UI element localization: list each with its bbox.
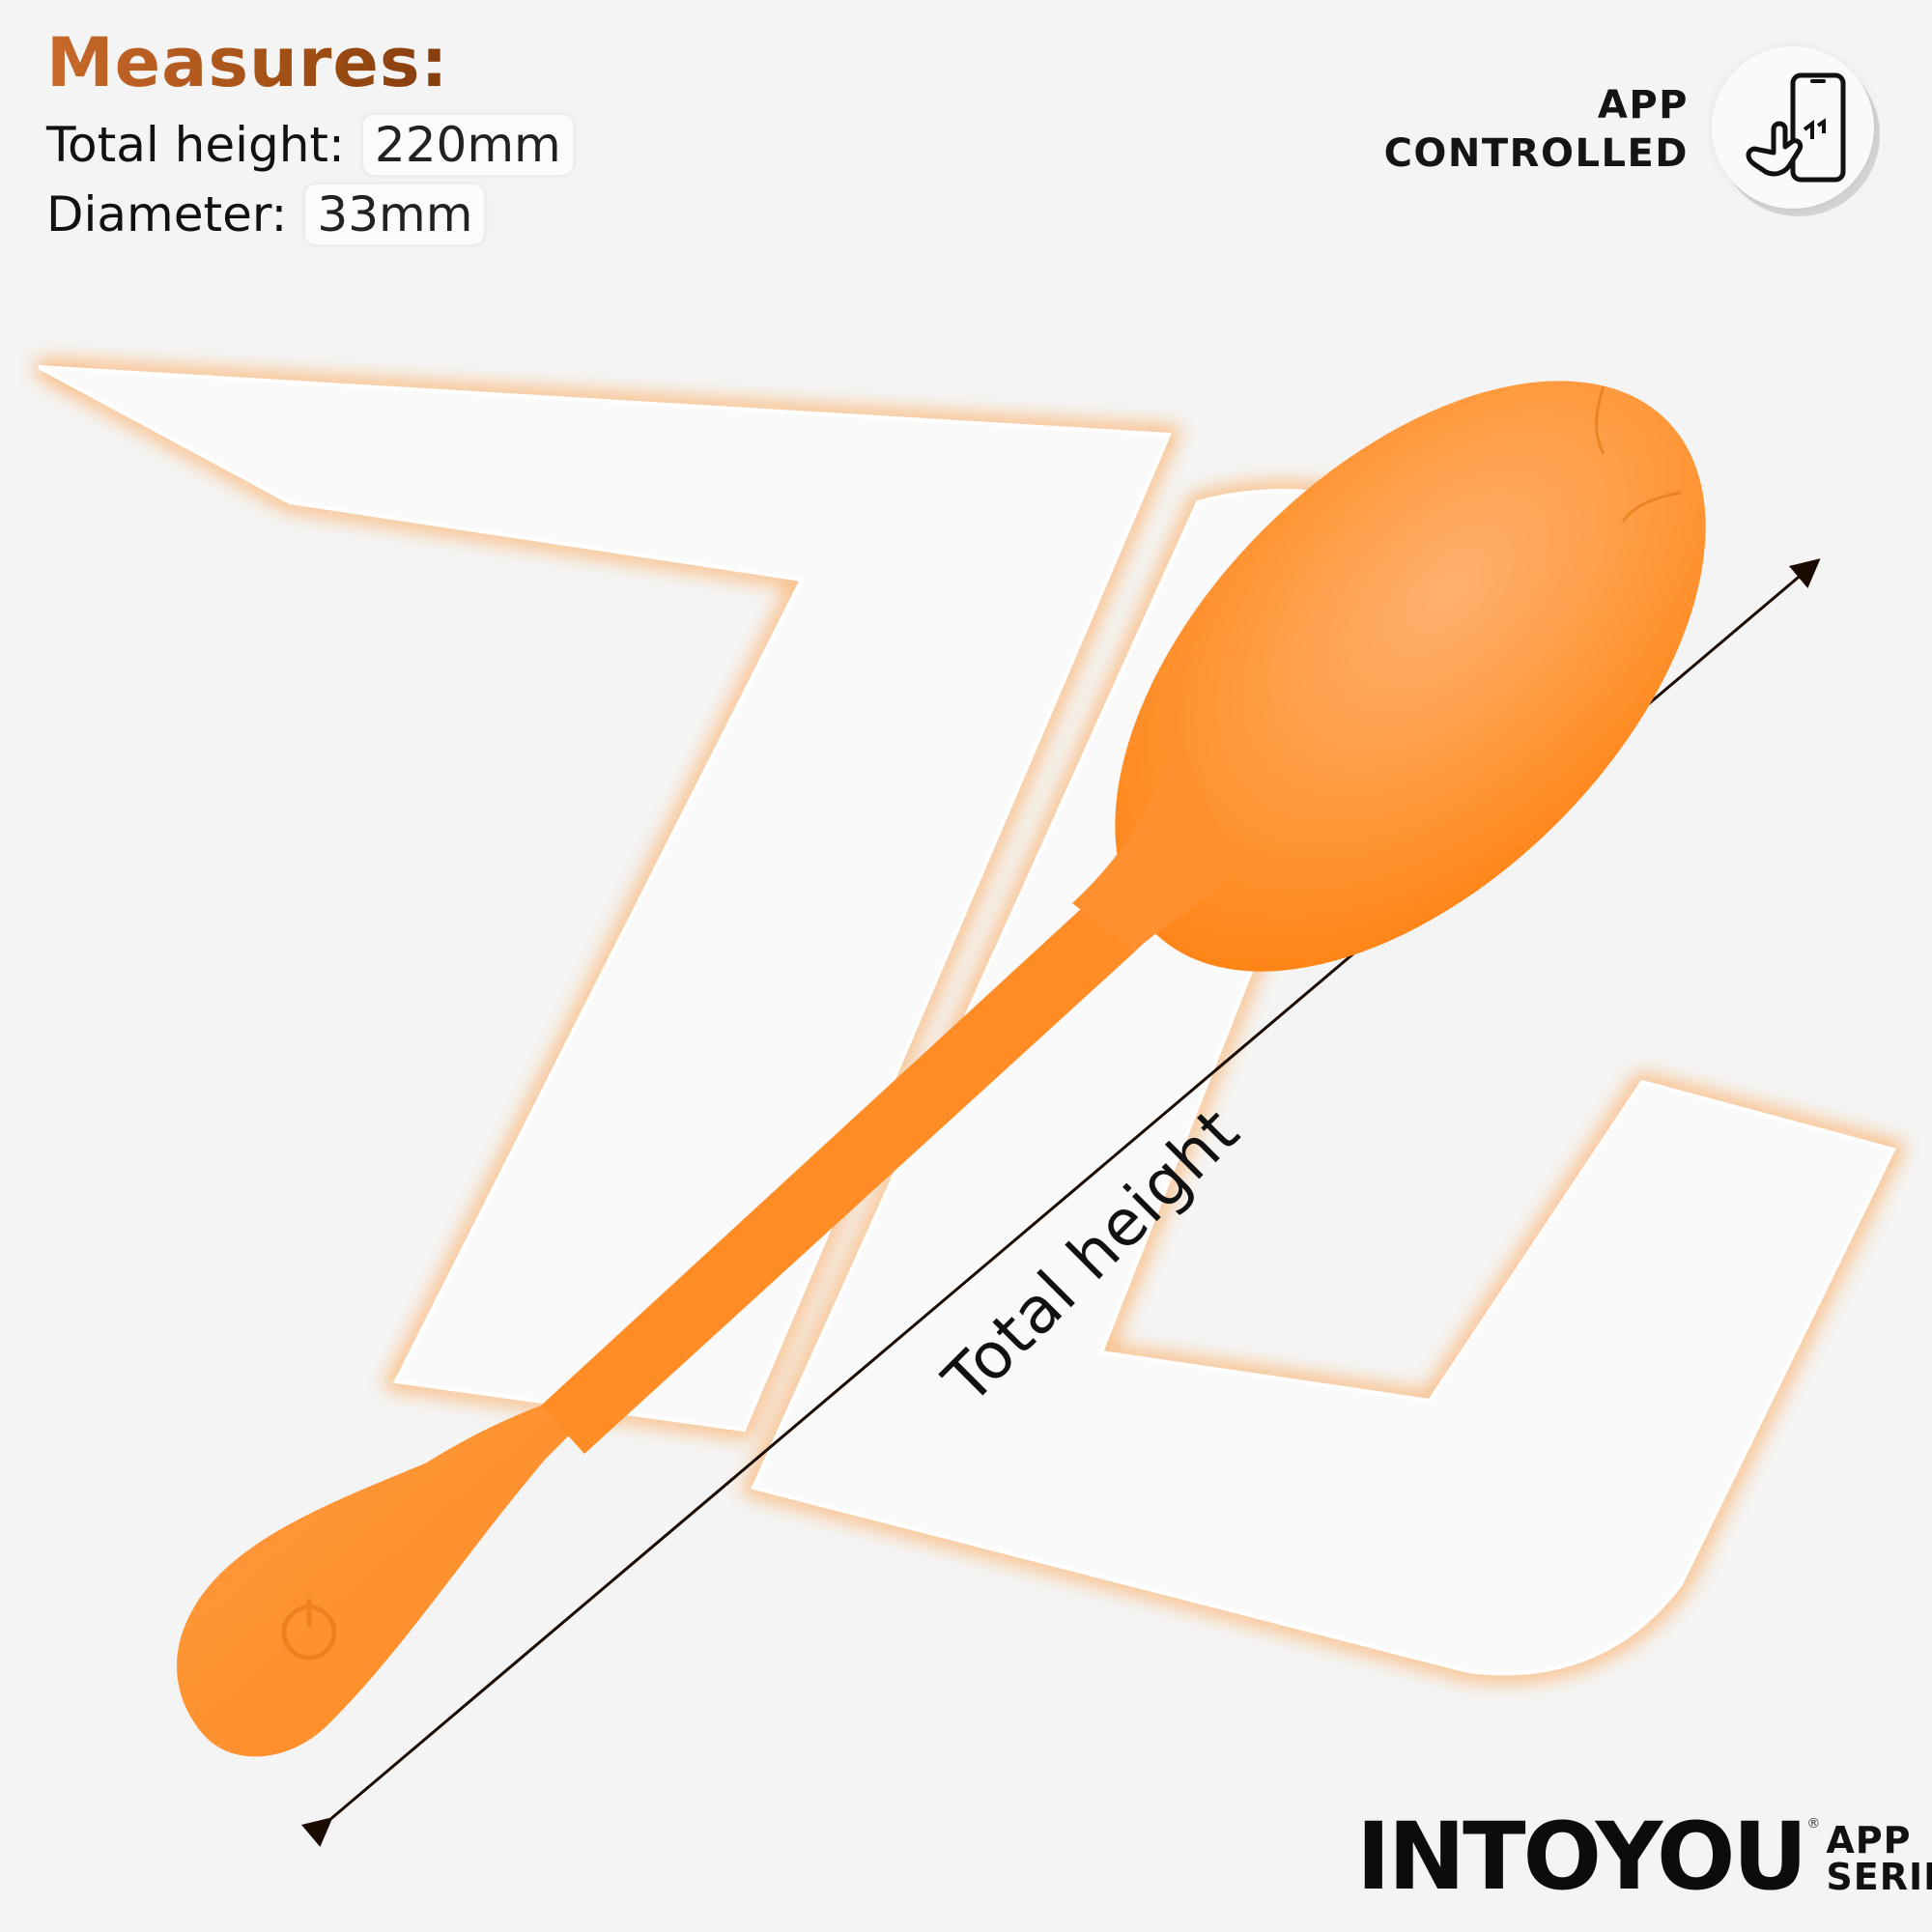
power-icon	[281, 1599, 337, 1661]
logo-series: APP SERIES	[1826, 1822, 1932, 1895]
product-image	[177, 381, 1706, 1757]
app-controlled-badge	[1712, 46, 1874, 209]
brand-logo: INTOYOU ® APP SERIES	[1356, 1810, 1932, 1903]
measure-row-diameter: Diameter: 33mm	[46, 180, 574, 249]
logo-series-line2: SERIES	[1826, 1856, 1932, 1898]
measure-value: 33mm	[304, 184, 486, 245]
measures-panel: Measures: Total height: 220mm Diameter: …	[46, 29, 574, 249]
measure-label: Total height:	[46, 117, 345, 173]
app-controlled-line2: CONTROLLED	[1383, 131, 1689, 176]
logo-series-line1: APP	[1826, 1819, 1912, 1861]
registered-icon: ®	[1806, 1816, 1821, 1832]
logo-wordmark: INTOYOU	[1356, 1803, 1807, 1911]
measures-title: Measures:	[46, 29, 574, 97]
measure-value: 220mm	[361, 114, 574, 176]
measure-row-height: Total height: 220mm	[46, 110, 574, 180]
measure-label: Diameter:	[46, 186, 288, 242]
app-controlled-line1: APP	[1597, 83, 1689, 128]
app-controlled-text: APP CONTROLLED	[1384, 81, 1689, 178]
phone-touch-icon	[1746, 72, 1846, 183]
